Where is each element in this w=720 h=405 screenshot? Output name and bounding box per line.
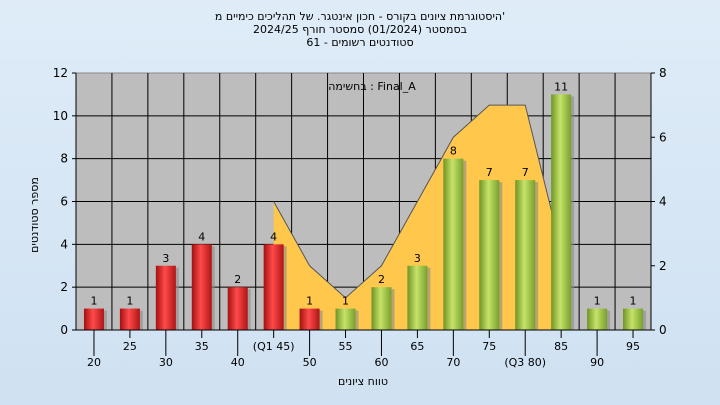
bar-value-label: 4 [198,230,205,243]
x-tick-label: (Q3 80) [504,356,546,369]
x-tick-label: 85 [554,340,568,353]
bar-value-label: 1 [126,295,133,308]
y-tick-label: 0 [60,323,68,337]
y-tick-label: 10 [53,109,68,123]
x-tick-label: 70 [446,356,460,369]
x-tick-label: 25 [123,340,137,353]
bar [83,308,104,330]
x-tick-label: 60 [374,356,388,369]
chart-subtitle: בסמסטר (01/2024) סמסטר חורף 2024/25 [253,23,467,36]
chart-title: היסטוגרמת ציונים בקורס - חכון אינטגר. של… [214,10,506,23]
bar [191,244,212,330]
x-tick-label: 95 [626,340,640,353]
bar-value-label: 7 [486,166,493,179]
bar-value-label: 3 [414,252,421,265]
x-tick-label: 50 [303,356,317,369]
bar [551,94,572,331]
y2-tick-label: 8 [659,66,667,80]
bar [443,158,464,330]
bar-value-label: 4 [270,230,277,243]
x-tick-label: 90 [590,356,604,369]
y-tick-label: 2 [60,280,68,294]
y2-tick-label: 2 [659,259,667,273]
y-tick-label: 4 [60,237,68,251]
x-tick-label: (Q1 45) [253,340,295,353]
y2-tick-label: 0 [659,323,667,337]
bar-value-label: 1 [594,295,601,308]
x-tick-label: 20 [87,356,101,369]
y2-tick-label: 4 [659,195,667,209]
bar [407,265,428,330]
chart-enrollment: סטודנטים רשומים - 61 [306,36,414,49]
bar [587,308,608,330]
x-tick-label: 35 [195,340,209,353]
chart-annotation: בחשימה : Final_A [328,80,416,93]
bar [515,180,536,330]
bar [263,244,284,330]
bar-value-label: 1 [630,295,637,308]
bar [227,287,248,330]
bar-value-label: 1 [342,295,349,308]
bar-value-label: 11 [554,80,568,93]
y-tick-label: 12 [53,66,68,80]
y-tick-label: 6 [60,195,68,209]
bar [623,308,644,330]
x-tick-label: 40 [231,356,245,369]
distribution-outline [273,104,562,299]
bar [119,308,140,330]
y-tick-label: 8 [60,152,68,166]
bar [479,180,500,330]
y-axis-title: מספר סטודנטים [28,177,41,253]
bar [299,308,320,330]
bar-value-label: 3 [162,252,169,265]
bar-value-label: 1 [90,295,97,308]
y2-tick-label: 6 [659,130,667,144]
bar-value-label: 7 [522,166,529,179]
x-axis-title: טווח ציונים [338,375,388,388]
x-tick-label: 30 [159,356,173,369]
x-tick-label: 65 [410,340,424,353]
bar-value-label: 2 [378,273,385,286]
bar [371,287,392,330]
x-tick-label: 75 [482,340,496,353]
x-tick-label: 55 [339,340,353,353]
bar-value-label: 1 [306,295,313,308]
bar-value-label: 8 [450,145,457,158]
bar-value-label: 2 [234,273,241,286]
bar [155,265,176,330]
bar [335,308,356,330]
